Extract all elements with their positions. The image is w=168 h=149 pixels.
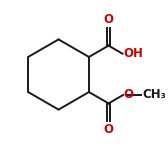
Text: O: O bbox=[104, 13, 114, 26]
Text: OH: OH bbox=[123, 47, 143, 60]
Text: CH₃: CH₃ bbox=[142, 89, 166, 101]
Text: O: O bbox=[104, 123, 114, 136]
Text: O: O bbox=[124, 88, 134, 101]
